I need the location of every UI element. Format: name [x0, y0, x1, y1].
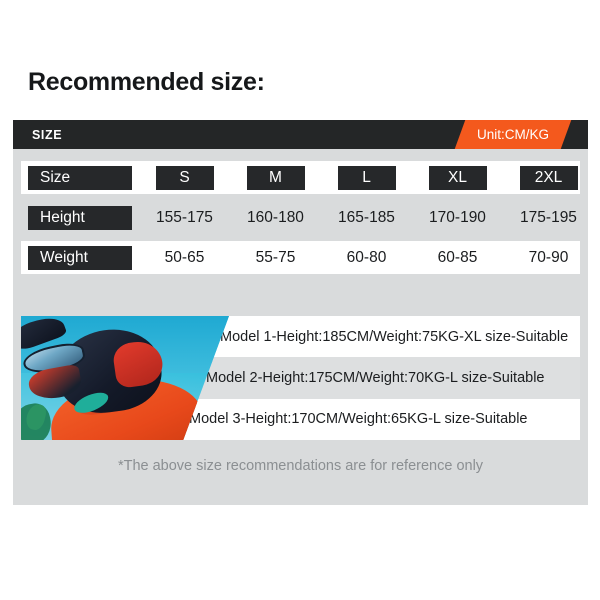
- table-header-cell-m: M: [230, 165, 321, 190]
- table-header-cell-2xl: 2XL: [503, 165, 594, 190]
- unit-badge: Unit:CM/KG: [454, 120, 572, 149]
- reference-note: *The above size recommendations are for …: [117, 458, 484, 474]
- table-top-spacer: [13, 149, 588, 161]
- row-label-cell-height: Height: [21, 205, 139, 230]
- size-table: Size S M L XL 2XL: [13, 149, 588, 274]
- model-recommendations: Model 1-Height:185CM/Weight:75KG-XL size…: [21, 316, 580, 440]
- model-3-text: Model 3-Height:170CM/Weight:65KG-L size-…: [189, 411, 528, 428]
- height-value-2xl: 175-195: [520, 208, 577, 226]
- weight-value-s: 50-65: [164, 248, 205, 266]
- size-chart-card: SIZE Unit:CM/KG Size S M L: [13, 120, 588, 505]
- weight-value-2xl: 70-90: [528, 248, 569, 266]
- model-2-text: Model 2-Height:175CM/Weight:70KG-L size-…: [206, 369, 545, 386]
- weight-value-l: 60-80: [346, 248, 387, 266]
- unit-badge-label: Unit:CM/KG: [476, 127, 549, 142]
- height-value-xl: 170-190: [429, 208, 486, 226]
- header-pill-s: S: [155, 165, 214, 190]
- row-pill-height: Height: [28, 205, 132, 230]
- table-header-cell-size: Size: [21, 165, 139, 190]
- header-pill-2xl: 2XL: [519, 165, 578, 190]
- header-pill-m: M: [246, 165, 305, 190]
- height-value-s: 155-175: [156, 208, 213, 226]
- row-gap-2: [13, 234, 588, 241]
- row-label-cell-weight: Weight: [21, 245, 139, 270]
- table-header-cell-xl: XL: [412, 165, 503, 190]
- size-header-label: SIZE: [32, 127, 63, 142]
- weight-value-xl: 60-85: [437, 248, 478, 266]
- height-value-l: 165-185: [338, 208, 395, 226]
- row-pill-weight: Weight: [28, 245, 132, 270]
- model-1-text: Model 1-Height:185CM/Weight:75KG-XL size…: [220, 328, 569, 345]
- table-row-height: Height 155-175 160-180 165-185 170-190 1…: [21, 201, 580, 234]
- row-gap-1: [13, 194, 588, 201]
- height-value-m: 160-180: [247, 208, 304, 226]
- header-pill-l: L: [337, 165, 396, 190]
- weight-value-m: 55-75: [255, 248, 296, 266]
- table-header-cell-s: S: [139, 165, 230, 190]
- page-title: Recommended size:: [28, 68, 265, 96]
- table-row-weight: Weight 50-65 55-75 60-80 60-85 70-90: [21, 241, 580, 274]
- size-header-bar: SIZE Unit:CM/KG: [13, 120, 588, 149]
- header-pill-xl: XL: [428, 165, 487, 190]
- header-pill-size: Size: [28, 165, 132, 190]
- table-header-cell-l: L: [321, 165, 412, 190]
- table-header-row: Size S M L XL 2XL: [21, 161, 580, 194]
